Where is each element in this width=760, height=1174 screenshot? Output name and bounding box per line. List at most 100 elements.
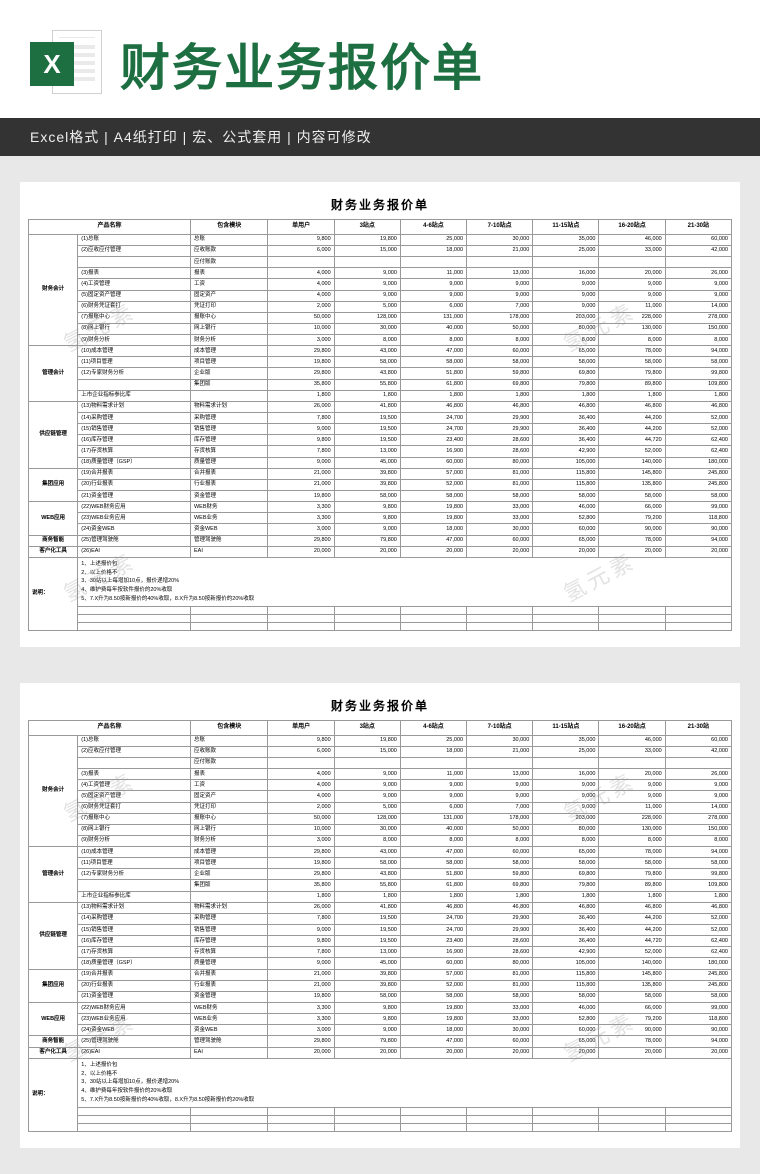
module-cell: 凭证打印 (190, 301, 267, 312)
product-name: (3)报表 (78, 268, 191, 279)
price-cell: 19,800 (334, 234, 400, 245)
price-cell: 47,000 (400, 346, 466, 357)
price-cell: 81,000 (467, 468, 533, 479)
price-cell: 44,720 (599, 936, 665, 947)
module-cell: EAI (190, 1047, 267, 1058)
price-cell: 180,000 (665, 457, 731, 468)
price-cell: 135,800 (599, 980, 665, 991)
price-cell: 7,800 (268, 913, 334, 924)
empty-cell (78, 614, 191, 622)
price-cell (400, 757, 466, 768)
price-cell: 45,000 (334, 958, 400, 969)
column-header: 21-30站 (665, 720, 731, 735)
price-cell: 58,000 (533, 491, 599, 502)
product-name: (26)EAI (78, 1047, 191, 1058)
price-cell: 58,000 (665, 991, 731, 1002)
price-cell: 130,000 (599, 824, 665, 835)
price-cell: 11,000 (400, 769, 466, 780)
price-cell: 55,800 (334, 880, 400, 891)
price-cell: 150,000 (665, 824, 731, 835)
column-header: 3站点 (334, 220, 400, 235)
module-cell: 工资 (190, 780, 267, 791)
empty-cell (190, 1107, 267, 1115)
price-cell: 9,000 (400, 791, 466, 802)
empty-cell (78, 606, 191, 614)
price-cell: 19,500 (334, 413, 400, 424)
product-name: (14)采购管理 (78, 913, 191, 924)
price-cell: 118,800 (665, 513, 731, 524)
column-header: 11-15站点 (533, 220, 599, 235)
price-cell: 79,800 (533, 880, 599, 891)
price-cell: 13,000 (334, 947, 400, 958)
price-cell: 60,000 (400, 457, 466, 468)
product-name: (1)总账 (78, 735, 191, 746)
price-cell: 41,800 (334, 401, 400, 412)
table-row: WEB应用(22)WEB财务应用WEB财务3,3009,80019,80033,… (29, 1003, 732, 1014)
price-cell: 20,000 (334, 1047, 400, 1058)
product-name: (19)合并报表 (78, 468, 191, 479)
price-cell: 19,800 (268, 491, 334, 502)
price-cell: 19,800 (400, 1003, 466, 1014)
price-cell: 46,800 (400, 902, 466, 913)
table-row: (2)应收应付管理应收账款6,00015,00018,00021,00025,0… (29, 746, 732, 757)
price-cell: 8,000 (467, 335, 533, 346)
price-cell: 36,400 (533, 413, 599, 424)
price-cell: 58,000 (665, 491, 731, 502)
price-cell: 52,000 (599, 446, 665, 457)
template-title: 财务业务报价单 (120, 28, 484, 100)
module-cell: 资金WEB (190, 1025, 267, 1036)
table-row: (9)财务分析财务分析3,0008,0008,0008,0008,0008,00… (29, 835, 732, 846)
price-cell: 46,000 (533, 502, 599, 513)
price-cell: 60,000 (400, 958, 466, 969)
empty-cell (665, 606, 731, 614)
empty-cell (533, 614, 599, 622)
empty-cell (665, 1123, 731, 1131)
empty-cell (599, 614, 665, 622)
price-cell: 115,800 (533, 980, 599, 991)
empty-cell (467, 622, 533, 630)
price-cell: 109,800 (665, 880, 731, 891)
price-cell: 8,000 (533, 835, 599, 846)
price-cell: 28,600 (467, 446, 533, 457)
price-cell: 29,800 (268, 346, 334, 357)
price-cell: 26,000 (268, 401, 334, 412)
price-cell: 9,000 (533, 279, 599, 290)
price-cell: 178,000 (467, 312, 533, 323)
price-cell: 26,000 (665, 268, 731, 279)
category-cell: 财务会计 (29, 735, 78, 846)
product-name: (18)质量管理（GSP） (78, 958, 191, 969)
product-name: (10)成本管理 (78, 346, 191, 357)
table-row: (18)质量管理（GSP）质量管理9,00045,00060,00080,000… (29, 958, 732, 969)
price-cell: 7,000 (467, 802, 533, 813)
price-cell: 140,000 (599, 958, 665, 969)
price-cell: 52,800 (533, 1014, 599, 1025)
product-name: (1)总账 (78, 234, 191, 245)
price-cell: 105,000 (533, 457, 599, 468)
price-cell: 28,600 (467, 936, 533, 947)
price-cell: 61,800 (400, 379, 466, 390)
price-cell: 58,000 (533, 357, 599, 368)
price-cell: 46,800 (467, 902, 533, 913)
product-name: (16)库存管理 (78, 936, 191, 947)
table-row: 商务智能(25)管理驾驶舱管理驾驶舱29,80079,80047,00060,0… (29, 1036, 732, 1047)
price-cell: 9,000 (467, 290, 533, 301)
module-cell: 销售管理 (190, 925, 267, 936)
product-name: (13)物料需求计划 (78, 401, 191, 412)
empty-cell (400, 1123, 466, 1131)
price-cell: 50,000 (467, 323, 533, 334)
product-name: (5)固定资产管理 (78, 290, 191, 301)
price-table: 产品名称包含模块单用户3站点4-6站点7-10站点11-15站点16-20站点2… (28, 219, 732, 631)
price-cell: 1,800 (268, 891, 334, 902)
empty-cell (533, 1115, 599, 1123)
price-cell: 9,000 (334, 1025, 400, 1036)
price-cell: 25,000 (533, 746, 599, 757)
module-cell: 成本管理 (190, 847, 267, 858)
module-cell: 资金管理 (190, 991, 267, 1002)
price-cell: 33,000 (467, 502, 533, 513)
module-cell: 固定资产 (190, 290, 267, 301)
price-cell: 60,000 (533, 524, 599, 535)
module-cell: 质量管理 (190, 457, 267, 468)
empty-cell (334, 1123, 400, 1131)
price-cell: 42,000 (665, 245, 731, 256)
price-cell: 9,000 (533, 290, 599, 301)
